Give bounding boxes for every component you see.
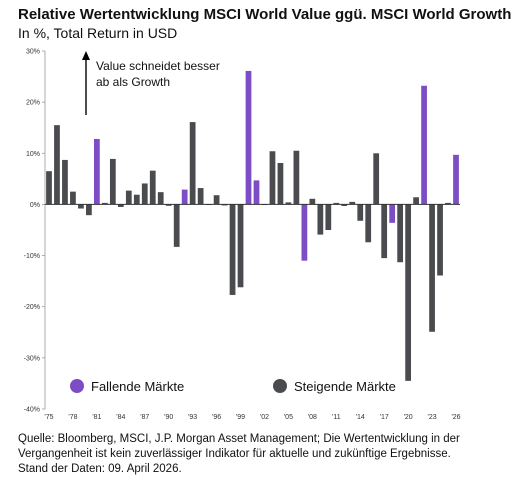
- bar-1979: [78, 204, 84, 209]
- bar-1985: [125, 190, 132, 205]
- source-line-2: Vergangenheit ist kein zuverlässiger Ind…: [18, 448, 451, 460]
- bar-2001: [253, 180, 260, 205]
- bar-1975: [46, 171, 52, 205]
- bar-2024: [437, 204, 443, 276]
- bar-1993: [189, 122, 196, 205]
- x-tick-label: '99: [236, 414, 245, 421]
- y-tick-label: 10%: [26, 151, 40, 158]
- x-tick-label: '20: [404, 414, 413, 421]
- bar-2010: [325, 204, 332, 230]
- y-axis: -40% -30% -20% -10% 0% 10% 20% 30%: [24, 49, 46, 414]
- bar-2026: [453, 154, 459, 205]
- annotation-text-line1: Value schneidet besser: [96, 59, 220, 73]
- x-tick-label: '11: [332, 414, 341, 421]
- y-tick-label: -20%: [24, 304, 40, 311]
- source-line-1: Quelle: Bloomberg, MSCI, J.P. Morgan Ass…: [18, 433, 460, 445]
- bar-2025: [445, 202, 451, 205]
- x-axis: '75 '78 '81 '84 '87 '90 '93 '96 '99 '02 '05 '08 '11 '…: [44, 414, 460, 421]
- y-tick-label: -10%: [24, 253, 40, 260]
- annotation-text-line2: ab als Growth: [96, 75, 170, 89]
- bar-2023: [429, 204, 435, 332]
- bar-2013: [349, 201, 356, 205]
- bar-2006: [293, 150, 300, 205]
- x-tick-label: '14: [356, 414, 365, 421]
- x-tick-label: '23: [428, 414, 437, 421]
- x-tick-label: '78: [68, 414, 77, 421]
- bar-1991: [173, 204, 180, 247]
- legend-rising-label: Steigende Märkte: [294, 379, 396, 394]
- bar-2018: [389, 204, 396, 223]
- bar-2003: [269, 151, 276, 205]
- bar-2017: [381, 204, 388, 259]
- y-tick-label: -30%: [24, 355, 40, 362]
- x-tick-label: '02: [260, 414, 269, 421]
- bar-1998: [229, 204, 236, 295]
- bar-2020: [405, 204, 411, 381]
- chart-subtitle: In %, Total Return in USD: [18, 25, 178, 41]
- x-tick-label: '87: [140, 414, 149, 421]
- bar-series: [46, 70, 459, 381]
- bar-2000: [245, 70, 252, 205]
- bar-1992: [181, 189, 188, 205]
- bar-1976: [54, 125, 60, 205]
- chart-title: Relative Wertentwicklung MSCI World Valu…: [18, 6, 512, 23]
- bar-1996: [213, 195, 220, 205]
- bar-1988: [149, 170, 156, 205]
- x-tick-label: '90: [164, 414, 173, 421]
- bar-2005: [285, 202, 292, 205]
- bar-2014: [357, 204, 364, 221]
- x-tick-label: '81: [92, 414, 101, 421]
- bar-2021: [413, 197, 419, 205]
- source-line-3: Stand der Daten: 09. April 2026.: [18, 463, 182, 475]
- bar-chart: -40% -30% -20% -10% 0% 10% 20% 30% '75 '78 '81 '84…: [24, 49, 461, 422]
- x-tick-label: '26: [451, 414, 460, 421]
- bar-2011: [333, 202, 340, 205]
- bar-2012: [341, 204, 348, 206]
- x-tick-label: '75: [44, 414, 53, 421]
- legend-rising-marker: [273, 379, 287, 393]
- bar-1980: [86, 204, 92, 216]
- legend-falling-marker: [70, 379, 84, 393]
- bar-1990: [165, 204, 172, 206]
- x-tick-label: '17: [380, 414, 389, 421]
- x-tick-label: '93: [188, 414, 197, 421]
- bar-2015: [365, 204, 372, 243]
- bar-1978: [70, 191, 76, 205]
- bar-1983: [109, 158, 116, 205]
- bar-1989: [157, 192, 164, 205]
- y-tick-label: 20%: [26, 100, 40, 107]
- bar-2016: [373, 153, 380, 205]
- bar-2022: [421, 85, 427, 205]
- x-tick-label: '84: [116, 414, 125, 421]
- bar-1986: [133, 194, 140, 205]
- x-tick-label: '05: [284, 414, 293, 421]
- x-tick-label: '96: [212, 414, 221, 421]
- source-note: Quelle: Bloomberg, MSCI, J.P. Morgan Ass…: [18, 432, 508, 477]
- y-tick-label: 30%: [26, 49, 40, 56]
- legend-falling-label: Fallende Märkte: [91, 379, 184, 394]
- bar-2019: [397, 204, 404, 263]
- bar-1977: [62, 159, 68, 205]
- bar-1987: [141, 183, 148, 205]
- bar-1997: [221, 204, 228, 206]
- bar-2007: [301, 204, 308, 261]
- bar-2008: [309, 198, 316, 205]
- bar-1999: [237, 204, 244, 288]
- bar-1982: [101, 202, 108, 205]
- bar-1994: [197, 188, 204, 205]
- y-tick-label: -40%: [24, 407, 40, 414]
- bar-1984: [117, 204, 124, 207]
- annotation-arrow-head: [82, 51, 90, 60]
- bar-2004: [277, 163, 284, 205]
- bar-1981: [94, 138, 100, 205]
- bar-2009: [317, 204, 324, 235]
- y-tick-label: 0%: [30, 202, 40, 209]
- x-tick-label: '08: [308, 414, 317, 421]
